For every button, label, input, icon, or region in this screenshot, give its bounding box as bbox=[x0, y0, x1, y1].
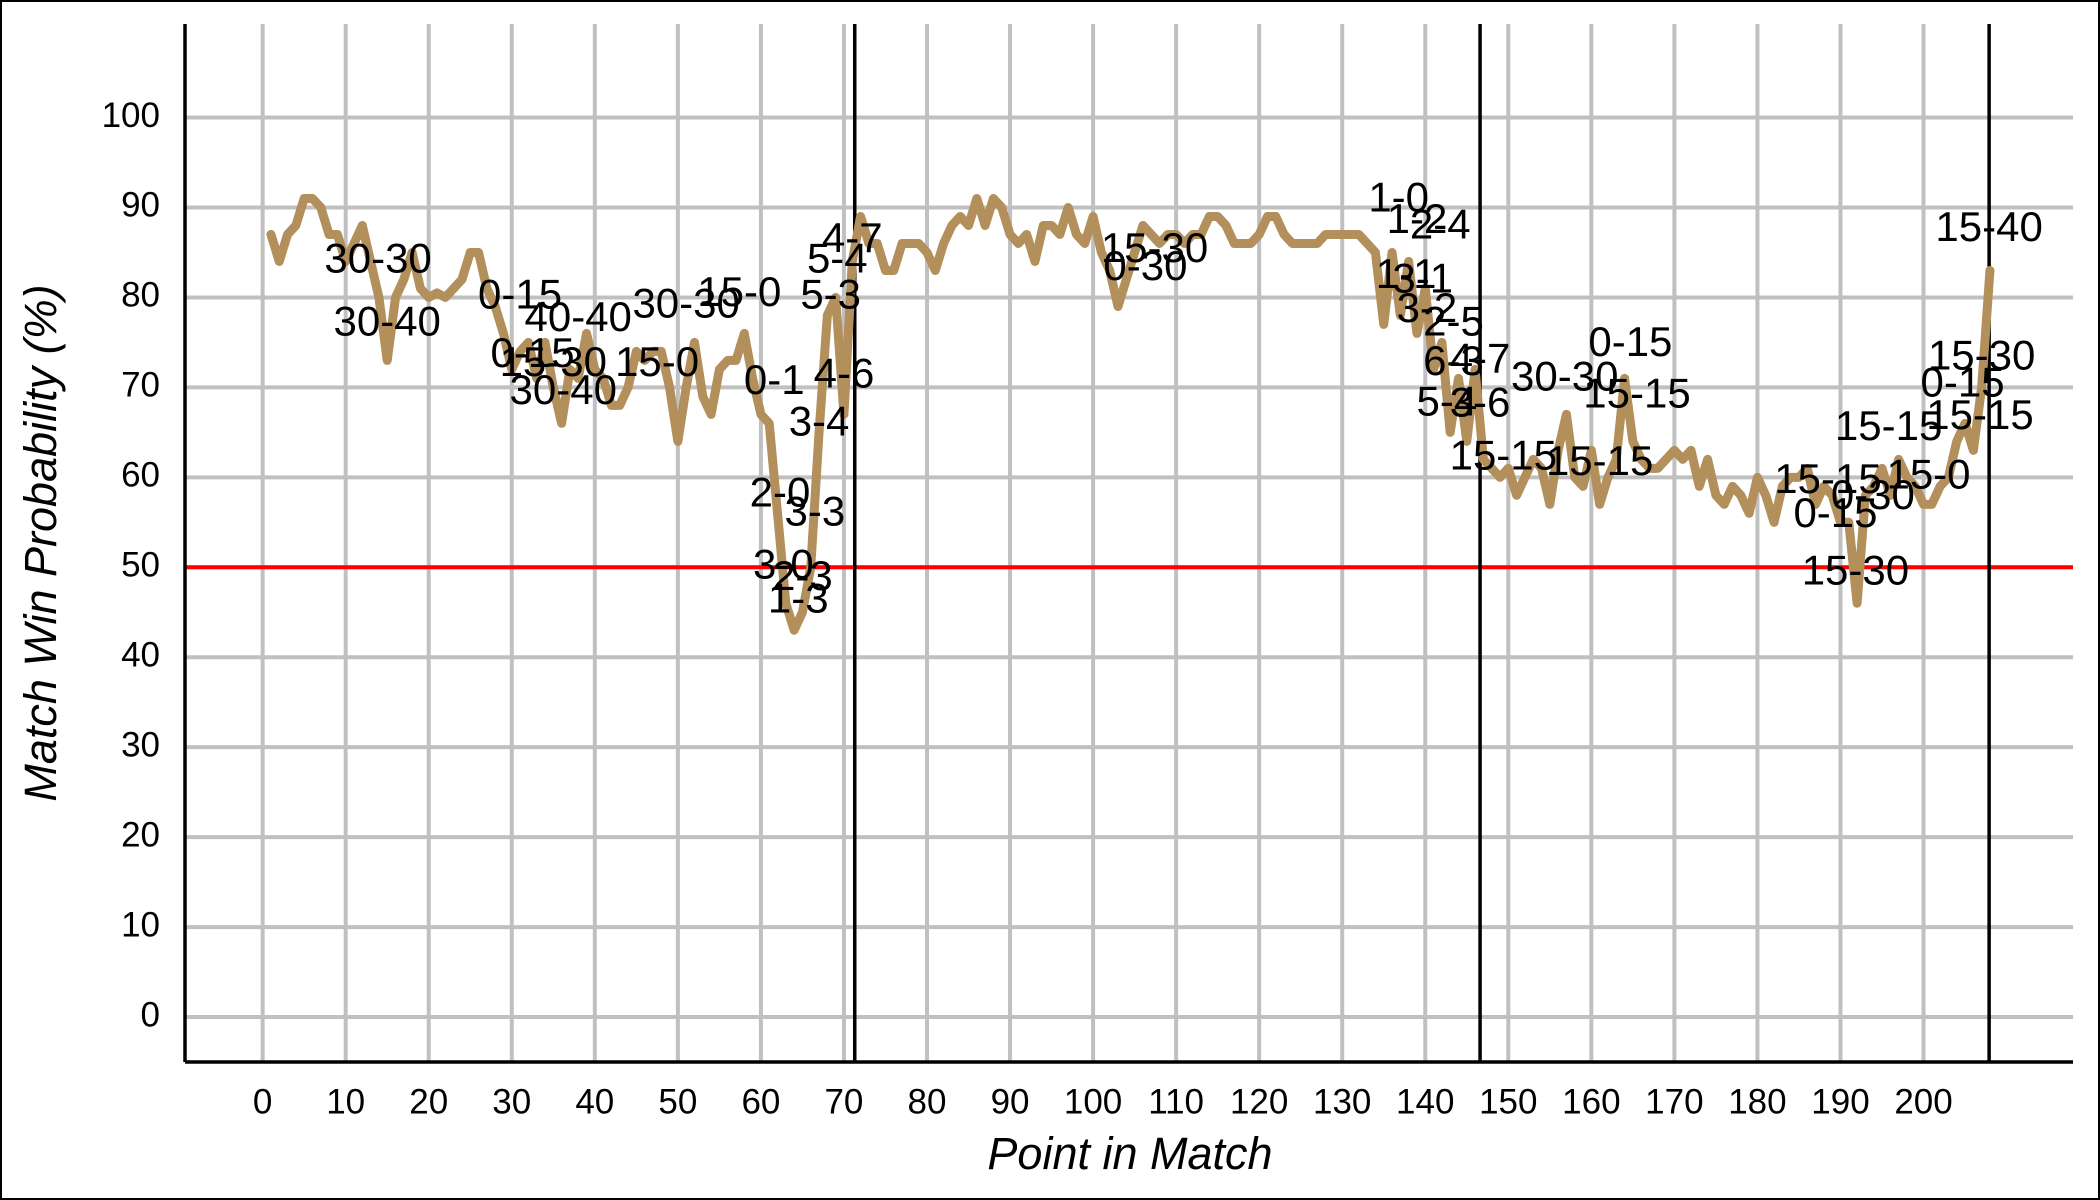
y-tick-label: 20 bbox=[121, 815, 160, 854]
x-tick-label: 200 bbox=[1894, 1082, 1952, 1121]
score-annotation: 3-3 bbox=[785, 487, 846, 534]
score-annotation: 4-7 bbox=[1450, 334, 1511, 381]
score-annotation: 1-0 bbox=[1368, 173, 1429, 220]
x-tick-label: 30 bbox=[492, 1082, 531, 1121]
x-tick-label: 60 bbox=[741, 1082, 780, 1121]
x-tick-label: 170 bbox=[1645, 1082, 1703, 1121]
score-annotation: 0-15 bbox=[1588, 318, 1672, 365]
score-annotation: 3-1 bbox=[1392, 254, 1453, 301]
score-annotation: 0-15 bbox=[478, 271, 562, 318]
score-annotation: 0-30 bbox=[1103, 242, 1187, 289]
x-tick-label: 180 bbox=[1728, 1082, 1786, 1121]
score-annotation: 15-40 bbox=[1935, 203, 2042, 250]
win-probability-line bbox=[266, 194, 1995, 635]
score-annotation: 40-40 bbox=[525, 293, 632, 340]
score-annotation: 1-3 bbox=[768, 575, 829, 622]
x-tick-label: 160 bbox=[1562, 1082, 1620, 1121]
x-tick-label: 0 bbox=[253, 1082, 272, 1121]
score-annotation: 0-15 bbox=[1793, 489, 1877, 536]
score-annotation: 5-4 bbox=[1416, 378, 1477, 425]
score-annotation: 15-0 bbox=[1886, 450, 1970, 497]
score-annotation: 30-30 bbox=[324, 235, 431, 282]
score-annotation: 3-4 bbox=[789, 397, 850, 444]
x-tick-label: 50 bbox=[658, 1082, 697, 1121]
x-tick-label: 100 bbox=[1064, 1082, 1122, 1121]
x-tick-label: 90 bbox=[991, 1082, 1030, 1121]
score-annotation: 1-2 bbox=[1387, 195, 1448, 242]
score-annotation: 4-7 bbox=[822, 214, 883, 261]
x-tick-label: 120 bbox=[1230, 1082, 1288, 1121]
y-tick-label: 70 bbox=[121, 366, 160, 405]
score-annotation: 15-30 bbox=[1101, 224, 1208, 271]
y-tick-label: 30 bbox=[121, 725, 160, 764]
score-annotation: 15-15 bbox=[1450, 432, 1557, 479]
y-tick-label: 50 bbox=[121, 546, 160, 585]
y-tick-label: 80 bbox=[121, 276, 160, 315]
score-annotation: 15-15 bbox=[1835, 402, 1942, 449]
x-tick-label: 110 bbox=[1148, 1082, 1204, 1121]
x-tick-label: 70 bbox=[824, 1082, 863, 1121]
score-annotation: 15-15 bbox=[1774, 455, 1881, 502]
score-annotation: 15-0 bbox=[697, 268, 781, 315]
score-annotation: 15-15 bbox=[1546, 437, 1653, 484]
score-annotation: 2-5 bbox=[1423, 298, 1484, 345]
score-annotation: 1-1 bbox=[1376, 250, 1437, 297]
score-annotation: 3-2 bbox=[1397, 284, 1458, 331]
score-annotation: 2-3 bbox=[772, 552, 833, 599]
x-tick-label: 10 bbox=[326, 1082, 365, 1121]
score-annotation: 15-0 bbox=[615, 338, 699, 385]
score-annotation: 15-30 bbox=[1928, 332, 2035, 379]
x-tick-label: 150 bbox=[1479, 1082, 1537, 1121]
y-tick-label: 0 bbox=[141, 995, 160, 1034]
score-annotation: 0-15 bbox=[491, 329, 575, 376]
x-tick-label: 130 bbox=[1313, 1082, 1371, 1121]
score-annotation: 15-15 bbox=[1583, 369, 1690, 416]
y-tick-label: 90 bbox=[121, 186, 160, 225]
y-tick-label: 40 bbox=[121, 635, 160, 674]
score-annotation: 30-40 bbox=[334, 298, 441, 345]
y-tick-label: 10 bbox=[121, 905, 160, 944]
score-annotation: 30-30 bbox=[632, 280, 739, 327]
score-annotation: 30-30 bbox=[1511, 352, 1618, 399]
y-tick-label: 60 bbox=[121, 456, 160, 495]
score-annotation: 0-1 bbox=[744, 356, 805, 403]
score-annotation: 3-0 bbox=[753, 540, 814, 587]
score-annotation: 3-6 bbox=[1450, 378, 1511, 425]
x-tick-label: 40 bbox=[575, 1082, 614, 1121]
y-tick-label: 100 bbox=[102, 96, 160, 135]
score-annotation: 0-15 bbox=[1921, 359, 2005, 406]
score-annotation: 4-6 bbox=[814, 350, 875, 397]
score-annotation: 15-30 bbox=[500, 338, 607, 385]
x-tick-label: 80 bbox=[908, 1082, 947, 1121]
score-annotation: 5-4 bbox=[807, 235, 868, 282]
score-annotation: 15-15 bbox=[1926, 391, 2033, 438]
x-tick-label: 20 bbox=[409, 1082, 448, 1121]
x-tick-label: 190 bbox=[1811, 1082, 1869, 1121]
score-annotation: 30-40 bbox=[510, 366, 617, 413]
x-axis-title: Point in Match bbox=[987, 1128, 1272, 1179]
score-annotation: 6-3 bbox=[1423, 337, 1484, 384]
score-annotation: 2-4 bbox=[1410, 200, 1471, 247]
y-axis-title: Match Win Probability (%) bbox=[15, 284, 66, 801]
score-annotation: 5-3 bbox=[800, 271, 861, 318]
x-tick-label: 140 bbox=[1396, 1082, 1454, 1121]
score-annotation: 0-30 bbox=[1831, 471, 1915, 518]
score-annotation: 15-30 bbox=[1802, 547, 1909, 594]
score-annotation: 2-0 bbox=[750, 468, 811, 515]
